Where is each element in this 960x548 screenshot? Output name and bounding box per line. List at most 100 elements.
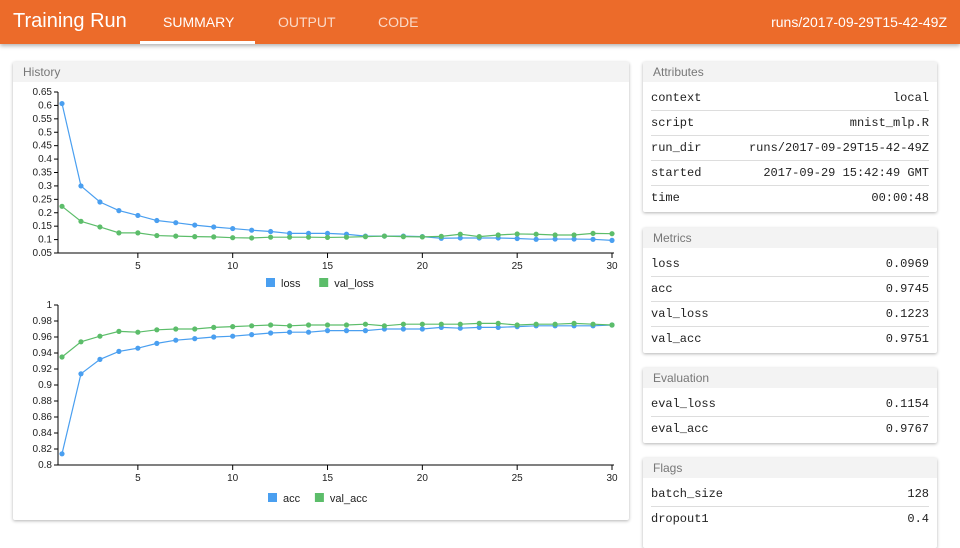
val_loss-point <box>59 203 65 209</box>
y-tick-label: 0.45 <box>33 141 53 152</box>
metrics-value: 0.9745 <box>885 282 929 296</box>
attributes-card: Attributes context local script mnist_mlp.R… <box>643 62 937 212</box>
loss-point <box>59 100 65 107</box>
loss-point <box>173 220 179 226</box>
val_loss-point <box>286 234 293 240</box>
val_acc-point <box>362 321 369 327</box>
val_loss-point <box>135 230 141 236</box>
acc-point <box>324 328 331 334</box>
val_acc-point <box>457 321 463 327</box>
val_acc-point <box>343 322 350 328</box>
y-tick-label: 0.05 <box>33 248 53 259</box>
legend-swatch[interactable] <box>268 493 277 502</box>
y-tick-label: 0.8 <box>38 460 52 471</box>
flags-row: dropout1 0.4 <box>651 507 929 532</box>
y-tick-label: 0.86 <box>33 412 53 423</box>
val_acc-point <box>552 321 558 327</box>
loss-point <box>305 230 312 237</box>
val_acc-point <box>571 320 577 326</box>
legend-label[interactable]: acc <box>283 493 301 505</box>
val_loss-point <box>609 231 615 237</box>
loss-point <box>135 212 141 219</box>
acc-point <box>78 371 84 377</box>
loss-point <box>192 222 198 228</box>
loss-point <box>78 183 84 189</box>
y-tick-label: 0.15 <box>33 221 53 232</box>
y-tick-label: 0.84 <box>33 428 53 439</box>
attributes-key: script <box>651 116 695 130</box>
loss-point <box>533 236 539 242</box>
app-header: Training Run SUMMARY OUTPUT CODE runs/20… <box>0 0 960 44</box>
loss-point <box>324 230 331 237</box>
flags-value: 0.4 <box>907 512 929 526</box>
flags-card: Flags batch_size 128 dropout1 0.4 <box>643 458 937 548</box>
val_acc-point <box>438 321 444 327</box>
val_loss-point <box>192 234 198 240</box>
val_acc-point <box>154 327 160 333</box>
val_loss-point <box>419 234 425 240</box>
val_loss-point <box>97 224 103 230</box>
val_acc-point <box>533 321 539 327</box>
loss-point <box>116 208 122 214</box>
loss-point <box>286 230 293 237</box>
acc-point <box>476 324 482 330</box>
y-tick-label: 0.98 <box>33 316 53 327</box>
evaluation-key: eval_loss <box>651 397 716 411</box>
attributes-value: mnist_mlp.R <box>849 116 929 130</box>
acc-point <box>230 333 236 339</box>
acc-point <box>286 329 293 335</box>
legend-label[interactable]: val_loss <box>334 278 374 290</box>
val_loss-point <box>514 231 520 237</box>
val_acc-point <box>305 322 312 328</box>
acc-point <box>400 326 406 332</box>
legend-swatch[interactable] <box>314 493 324 502</box>
flags-key: batch_size <box>651 487 724 501</box>
loss-point <box>154 217 160 224</box>
legend-swatch[interactable] <box>319 278 329 287</box>
tab-output[interactable]: OUTPUT <box>278 14 336 30</box>
val_loss-point <box>590 230 596 237</box>
tab-summary[interactable]: SUMMARY <box>163 14 235 30</box>
val_acc-point <box>514 322 520 328</box>
val_loss-point <box>154 232 160 239</box>
loss-point <box>230 225 236 232</box>
history-title: History <box>13 62 629 82</box>
flags-row: batch_size 128 <box>651 482 929 507</box>
metrics-value: 0.0969 <box>885 257 929 271</box>
x-tick-label: 5 <box>135 261 141 272</box>
acc-line <box>61 324 613 454</box>
run-dir-label: runs/2017-09-29T15-42-49Z <box>771 14 947 30</box>
val_loss-point <box>495 232 501 238</box>
val_acc-point <box>476 320 482 326</box>
legend-label[interactable]: val_acc <box>330 493 368 505</box>
loss-point <box>571 236 577 242</box>
val_loss-point <box>173 233 179 239</box>
val_loss-line <box>61 205 613 239</box>
flags-key: dropout1 <box>651 512 709 526</box>
y-tick-label: 0.65 <box>33 87 53 98</box>
tab-code[interactable]: CODE <box>378 14 419 30</box>
val_acc-point <box>211 324 217 330</box>
attributes-row: started 2017-09-29 15:42:49 GMT <box>651 161 929 186</box>
attributes-row: run_dir runs/2017-09-29T15-42-49Z <box>651 136 929 161</box>
legend-label[interactable]: loss <box>281 278 301 290</box>
loss-point <box>552 236 558 242</box>
x-tick-label: 25 <box>512 473 524 484</box>
val_acc-point <box>192 326 198 332</box>
loss-point <box>609 237 615 243</box>
loss-point <box>457 235 463 241</box>
loss-point <box>268 228 274 235</box>
x-tick-label: 30 <box>606 261 618 272</box>
val_loss-point <box>305 234 312 240</box>
y-tick-label: 0.2 <box>38 208 52 219</box>
acc-point <box>135 345 141 351</box>
legend-swatch[interactable] <box>266 278 275 287</box>
metrics-title: Metrics <box>643 228 937 248</box>
evaluation-key: eval_acc <box>651 422 709 436</box>
acc-point <box>343 328 350 334</box>
x-tick-label: 30 <box>606 473 618 484</box>
acc-point <box>305 329 312 335</box>
metrics-row: acc 0.9745 <box>651 277 929 302</box>
val_acc-point <box>495 320 501 326</box>
attributes-key: started <box>651 166 702 180</box>
